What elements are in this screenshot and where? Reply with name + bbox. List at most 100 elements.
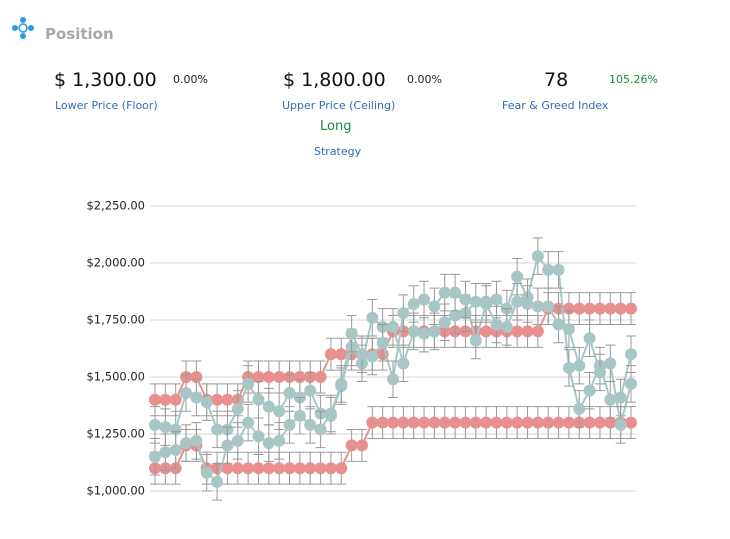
data-point: [625, 348, 637, 361]
data-point: [211, 393, 224, 406]
data-point: [397, 357, 410, 370]
data-point: [190, 434, 203, 447]
data-point: [593, 366, 606, 379]
data-point: [449, 286, 462, 299]
stat-label: Lower Price (Floor): [55, 99, 158, 112]
data-point: [366, 416, 379, 429]
stat-value: $ 1,300.00: [54, 69, 157, 91]
data-point: [273, 462, 286, 475]
data-point: [614, 302, 627, 315]
stat-value: 78: [544, 69, 569, 91]
data-point: [397, 307, 410, 320]
data-point: [418, 293, 431, 306]
data-point: [159, 393, 172, 406]
data-point: [542, 263, 555, 276]
data-point: [521, 325, 534, 338]
data-point: [149, 450, 161, 463]
data-point: [625, 377, 637, 390]
data-point: [521, 416, 534, 429]
data-point: [200, 466, 213, 479]
data-point: [169, 443, 182, 456]
section-title: Position: [45, 25, 114, 43]
data-point: [221, 393, 234, 406]
stat-change: 105.26%: [609, 73, 658, 86]
data-point: [190, 371, 203, 383]
data-point: [469, 334, 482, 347]
data-point: [469, 295, 482, 308]
data-point: [273, 434, 286, 447]
data-point: [459, 293, 472, 306]
stat-change: 0.00%: [407, 73, 442, 86]
data-point: [304, 384, 317, 397]
data-point: [252, 371, 265, 383]
data-point: [221, 439, 234, 452]
data-point: [531, 416, 544, 429]
data-point: [625, 416, 637, 429]
data-point: [324, 462, 337, 475]
data-point: [552, 263, 565, 276]
data-point: [335, 377, 348, 390]
data-point: [345, 439, 358, 452]
data-point: [438, 286, 451, 299]
y-tick-label: $1,250.00: [86, 427, 145, 441]
data-point: [180, 437, 193, 450]
data-point: [480, 325, 493, 338]
data-point: [293, 371, 306, 383]
data-point: [304, 418, 317, 431]
data-point: [573, 359, 586, 372]
data-point: [366, 311, 379, 324]
position-icon: [12, 17, 34, 39]
data-point: [428, 416, 441, 429]
data-point: [438, 416, 451, 429]
data-point: [262, 371, 275, 383]
data-point: [262, 400, 275, 413]
data-point: [449, 309, 462, 322]
data-point: [490, 416, 503, 429]
y-tick-label: $1,000.00: [86, 484, 145, 498]
data-point: [169, 423, 182, 436]
y-tick-label: $2,000.00: [86, 256, 145, 270]
data-point: [262, 437, 275, 450]
data-point: [542, 300, 555, 313]
data-point: [355, 348, 368, 361]
data-point: [625, 302, 637, 315]
y-tick-label: $2,250.00: [86, 199, 145, 213]
data-point: [449, 416, 462, 429]
y-tick-label: $1,500.00: [86, 370, 145, 384]
data-point: [252, 430, 265, 443]
data-point: [304, 462, 317, 475]
data-point: [397, 416, 410, 429]
data-point: [469, 416, 482, 429]
data-point: [614, 391, 627, 404]
data-point: [149, 393, 161, 406]
data-point: [335, 348, 348, 361]
data-point: [583, 302, 596, 315]
data-point: [542, 416, 555, 429]
data-point: [345, 327, 358, 340]
data-point: [242, 462, 255, 475]
data-point: [387, 416, 399, 429]
data-point: [273, 371, 286, 383]
data-point: [562, 323, 575, 336]
chart: $1,000.00 $1,250.00 $1,500.00 $1,750.00 $2,0…: [86, 199, 637, 501]
data-point: [366, 350, 379, 363]
data-point: [221, 462, 234, 475]
data-point: [562, 416, 575, 429]
data-point: [231, 402, 244, 415]
data-point: [562, 361, 575, 374]
data-point: [480, 416, 493, 429]
data-point: [418, 327, 431, 340]
data-point: [190, 391, 203, 404]
data-point: [242, 377, 255, 390]
data-point: [387, 373, 399, 386]
data-point: [252, 393, 265, 406]
data-point: [283, 462, 296, 475]
data-point: [573, 402, 586, 415]
data-point: [283, 418, 296, 431]
y-tick-label: $1,750.00: [86, 313, 145, 327]
data-point: [314, 423, 327, 436]
data-point: [583, 332, 596, 345]
data-point: [552, 416, 565, 429]
data-point: [242, 416, 255, 429]
